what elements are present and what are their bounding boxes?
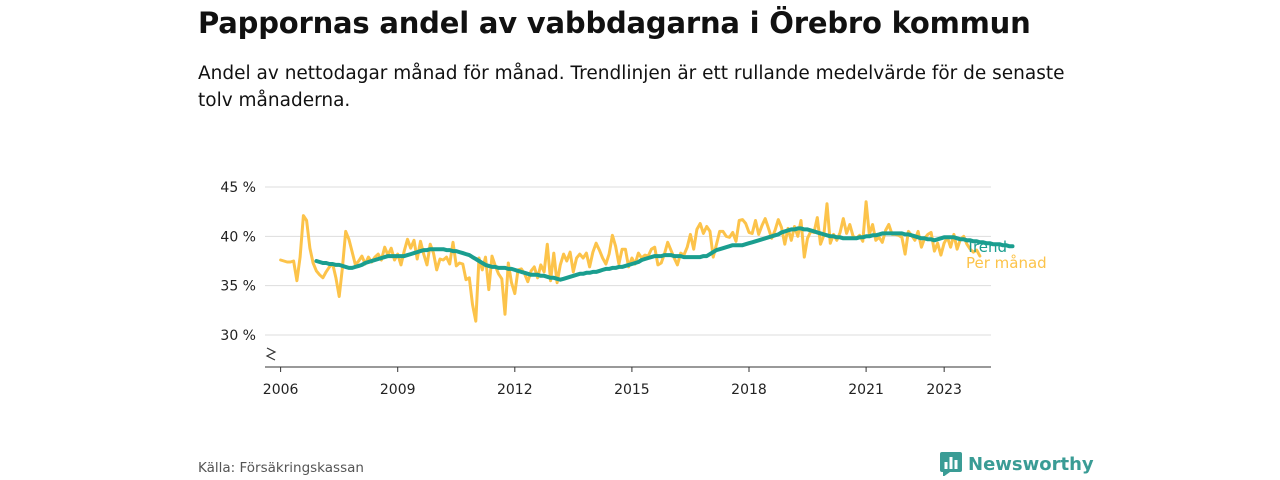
x-tick-label: 2006 [263, 382, 299, 398]
y-tick-label: 35 % [220, 279, 256, 295]
y-tick-label: 30 % [220, 328, 256, 344]
x-tick-label: 2009 [380, 382, 416, 398]
series-lines [279, 200, 1015, 323]
x-tick-label: 2023 [926, 382, 962, 398]
bar-chart-speech-bubble-icon [940, 452, 962, 476]
series-line-per-manad [279, 200, 982, 323]
series-line-trend [314, 226, 1015, 282]
chart-subtitle: Andel av nettodagar månad för månad. Tre… [198, 63, 1065, 111]
brand-logo[interactable]: Newsworthy [940, 452, 1094, 476]
x-tick-label: 2018 [731, 382, 767, 398]
axis-break-icon [265, 347, 277, 361]
x-tick-label: 2015 [614, 382, 650, 398]
source-note: Källa: Försäkringskassan [198, 460, 364, 476]
y-tick-label: 45 % [220, 180, 256, 196]
series-label-per-manad: Per månad [966, 254, 1047, 272]
axes: 30 % 35 % 40 % 45 % 2006 2009 2012 2015 2018 2021… [220, 180, 991, 398]
x-tick-label: 2021 [848, 382, 884, 398]
series-label-trend: Trend [965, 238, 1007, 256]
x-tick-label: 2012 [497, 382, 533, 398]
chart-title: Pappornas andel av vabbdagarna i Örebro … [198, 6, 1031, 40]
y-tick-label: 40 % [220, 229, 256, 245]
brand-name: Newsworthy [968, 453, 1094, 475]
